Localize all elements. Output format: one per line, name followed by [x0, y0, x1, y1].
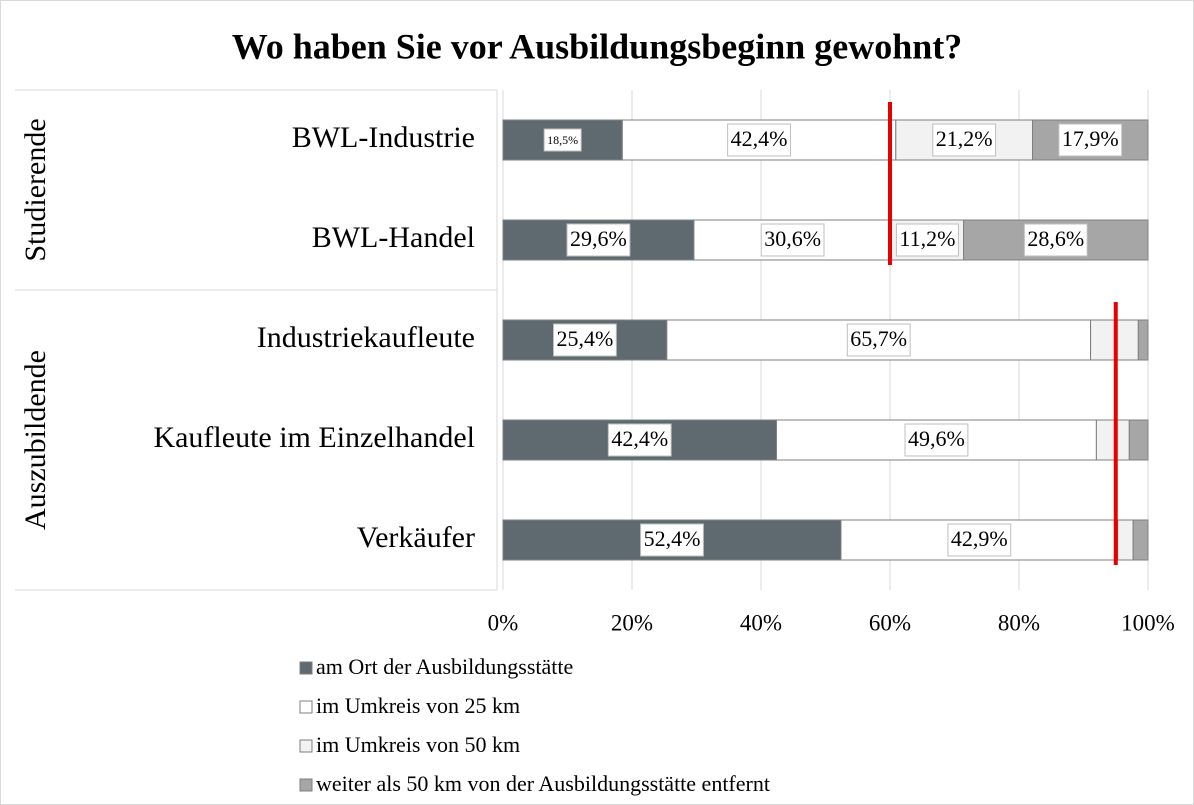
- legend-label: weiter als 50 km von der Ausbildungsstät…: [316, 771, 770, 796]
- data-label: 65,7%: [850, 326, 907, 351]
- group-label: Studierende: [19, 118, 52, 261]
- chart-title: Wo haben Sie vor Ausbildungsbeginn gewoh…: [232, 26, 963, 66]
- legend-swatch: [299, 661, 313, 675]
- x-tick-label: 60%: [869, 610, 911, 635]
- data-label-box: [760, 223, 825, 257]
- data-label-box: [895, 223, 959, 257]
- row-header-lines: [15, 89, 498, 591]
- data-label: 28,6%: [1027, 226, 1084, 251]
- y-tick-label: BWL-Industrie: [292, 121, 475, 154]
- x-tick-label: 40%: [740, 610, 782, 635]
- data-label-box: [566, 223, 631, 257]
- data-label-box: [1023, 223, 1088, 257]
- legend-swatch: [299, 778, 313, 792]
- data-label: 42,9%: [951, 526, 1008, 551]
- data-label-group: 18,5%: [543, 128, 582, 152]
- data-label-group: 30,6%: [760, 223, 825, 257]
- x-tick-label: 0%: [488, 610, 519, 635]
- data-label-group: 42,9%: [947, 523, 1012, 557]
- data-label-group: 65,7%: [846, 323, 911, 357]
- data-label: 11,2%: [899, 226, 955, 251]
- data-label: 49,6%: [908, 426, 965, 451]
- data-label-group: 49,6%: [904, 423, 969, 457]
- legend-label: im Umkreis von 25 km: [316, 693, 520, 718]
- data-label-box: [947, 523, 1012, 557]
- data-label-group: 29,6%: [566, 223, 631, 257]
- data-label-group: 21,2%: [932, 123, 997, 157]
- y-tick-label: Industriekaufleute: [257, 321, 475, 354]
- x-tick-label: 80%: [998, 610, 1040, 635]
- data-label-box: [904, 423, 969, 457]
- data-label: 25,4%: [557, 326, 614, 351]
- data-label-box: [607, 423, 672, 457]
- data-label-box: [932, 123, 997, 157]
- data-label: 21,2%: [936, 126, 993, 151]
- data-label-box: [1058, 123, 1123, 157]
- bar-segment: [1128, 419, 1149, 461]
- data-label-group: 42,4%: [727, 123, 791, 157]
- data-label-box: [727, 123, 791, 157]
- y-tick-label: Verkäufer: [357, 521, 475, 554]
- data-label-group: 11,2%: [895, 223, 959, 257]
- bar-segment: [1137, 319, 1149, 361]
- data-label: 30,6%: [764, 226, 821, 251]
- bar-segment: [1095, 419, 1130, 461]
- data-label: 29,6%: [570, 226, 627, 251]
- data-label-group: 17,9%: [1058, 123, 1123, 157]
- y-tick-label: BWL-Handel: [312, 221, 475, 254]
- data-label: 52,4%: [644, 526, 701, 551]
- bar-segment: [1132, 519, 1149, 561]
- y-tick-label: Kaufleute im Einzelhandel: [153, 421, 475, 454]
- data-label: 18,5%: [547, 133, 578, 147]
- data-label: 17,9%: [1062, 126, 1119, 151]
- x-tick-label: 20%: [611, 610, 653, 635]
- x-tick-label: 100%: [1121, 610, 1175, 635]
- data-label-group: 28,6%: [1023, 223, 1088, 257]
- legend-label: am Ort der Ausbildungsstätte: [316, 654, 573, 679]
- data-label-box: [543, 128, 582, 152]
- group-label: Auszubildende: [19, 350, 52, 530]
- legend-label: im Umkreis von 50 km: [316, 732, 520, 757]
- data-label-box: [553, 323, 617, 357]
- bar-segment: [1117, 519, 1134, 561]
- data-label-group: 52,4%: [640, 523, 704, 557]
- data-label-box: [640, 523, 704, 557]
- data-label-group: 25,4%: [553, 323, 617, 357]
- data-label: 42,4%: [731, 126, 788, 151]
- data-label-box: [846, 323, 911, 357]
- data-label: 42,4%: [611, 426, 668, 451]
- data-label-group: 42,4%: [607, 423, 672, 457]
- legend-swatch: [299, 700, 313, 714]
- legend-swatch: [299, 739, 313, 753]
